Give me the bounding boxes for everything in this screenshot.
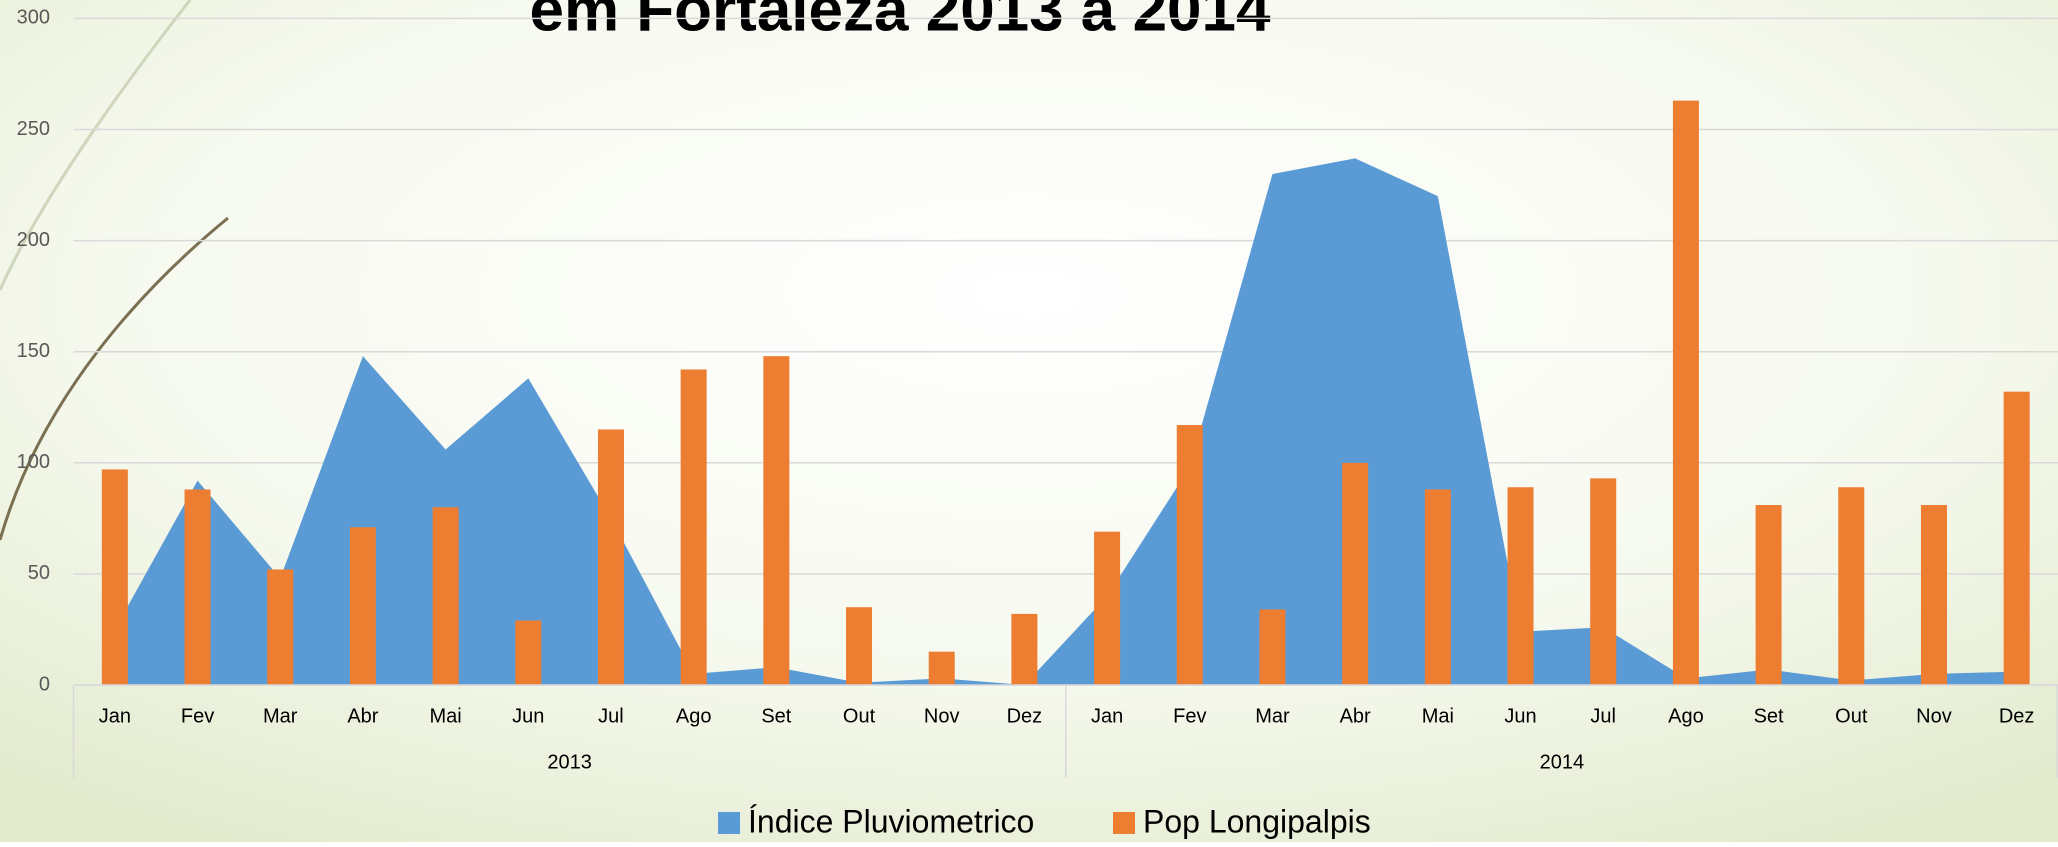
bar xyxy=(763,356,790,685)
x-tick-label: Mai xyxy=(1422,705,1454,727)
legend-swatch xyxy=(718,812,740,834)
y-tick-label: 100 xyxy=(17,451,50,473)
group-label: 2014 xyxy=(1540,751,1585,773)
bar xyxy=(267,569,294,685)
group-label: 2013 xyxy=(547,751,592,773)
decor-curve xyxy=(0,216,229,541)
x-tick-label: Out xyxy=(843,705,876,727)
x-tick-label: Out xyxy=(1835,705,1868,727)
x-tick-label: Abr xyxy=(347,705,378,727)
x-tick-label: Jul xyxy=(598,705,624,727)
x-tick-label: Jan xyxy=(99,705,131,727)
x-tick-label: Nov xyxy=(924,705,960,727)
bar xyxy=(1176,425,1203,685)
bar xyxy=(1507,487,1534,685)
decor-curve xyxy=(0,0,192,291)
x-tick-label: Nov xyxy=(1916,705,1952,727)
x-tick-label: Abr xyxy=(1340,705,1371,727)
x-tick-label: Ago xyxy=(1668,705,1704,727)
bar xyxy=(1838,487,1865,685)
x-tick-label: Jan xyxy=(1091,705,1123,727)
legend-label: Índice Pluviometrico xyxy=(748,803,1034,839)
bar xyxy=(515,620,542,685)
x-tick-label: Jun xyxy=(512,705,544,727)
y-tick-label: 250 xyxy=(17,118,50,140)
bar xyxy=(1424,489,1451,685)
bar xyxy=(1755,505,1782,685)
legend-swatch xyxy=(1113,812,1135,834)
bar xyxy=(184,489,211,685)
chart-title: em Fortaleza 2013 à 2014 xyxy=(529,0,1271,44)
x-tick-label: Dez xyxy=(1007,705,1043,727)
x-tick-label: Set xyxy=(1754,705,1784,727)
legend-label: Pop Longipalpis xyxy=(1143,803,1371,839)
bar xyxy=(1011,613,1038,685)
bar xyxy=(1920,505,1947,685)
bar xyxy=(680,369,707,685)
bar xyxy=(349,527,376,685)
bar xyxy=(928,651,955,685)
x-tick-label: Dez xyxy=(1999,705,2035,727)
x-tick-label: Ago xyxy=(676,705,712,727)
x-tick-label: Mai xyxy=(429,705,461,727)
x-tick-label: Fev xyxy=(1173,705,1206,727)
bar xyxy=(846,607,873,685)
x-tick-label: Jun xyxy=(1504,705,1536,727)
x-tick-label: Set xyxy=(761,705,791,727)
y-tick-label: 0 xyxy=(39,673,50,695)
bar xyxy=(432,507,459,685)
area xyxy=(114,158,2017,686)
x-tick-label: Jul xyxy=(1590,705,1616,727)
x-tick-label: Mar xyxy=(263,705,298,727)
bar xyxy=(1259,609,1286,685)
bar xyxy=(101,469,128,685)
x-tick-label: Fev xyxy=(181,705,214,727)
y-tick-label: 200 xyxy=(17,229,50,251)
y-tick-label: 150 xyxy=(17,340,50,362)
bar xyxy=(597,429,624,685)
bar xyxy=(1672,100,1699,685)
bar xyxy=(1590,478,1617,685)
bar xyxy=(1094,531,1121,685)
bar xyxy=(1342,462,1369,685)
bar xyxy=(2003,391,2030,685)
x-tick-label: Mar xyxy=(1255,705,1290,727)
y-tick-label: 50 xyxy=(28,562,50,584)
y-tick-label: 300 xyxy=(17,7,50,29)
